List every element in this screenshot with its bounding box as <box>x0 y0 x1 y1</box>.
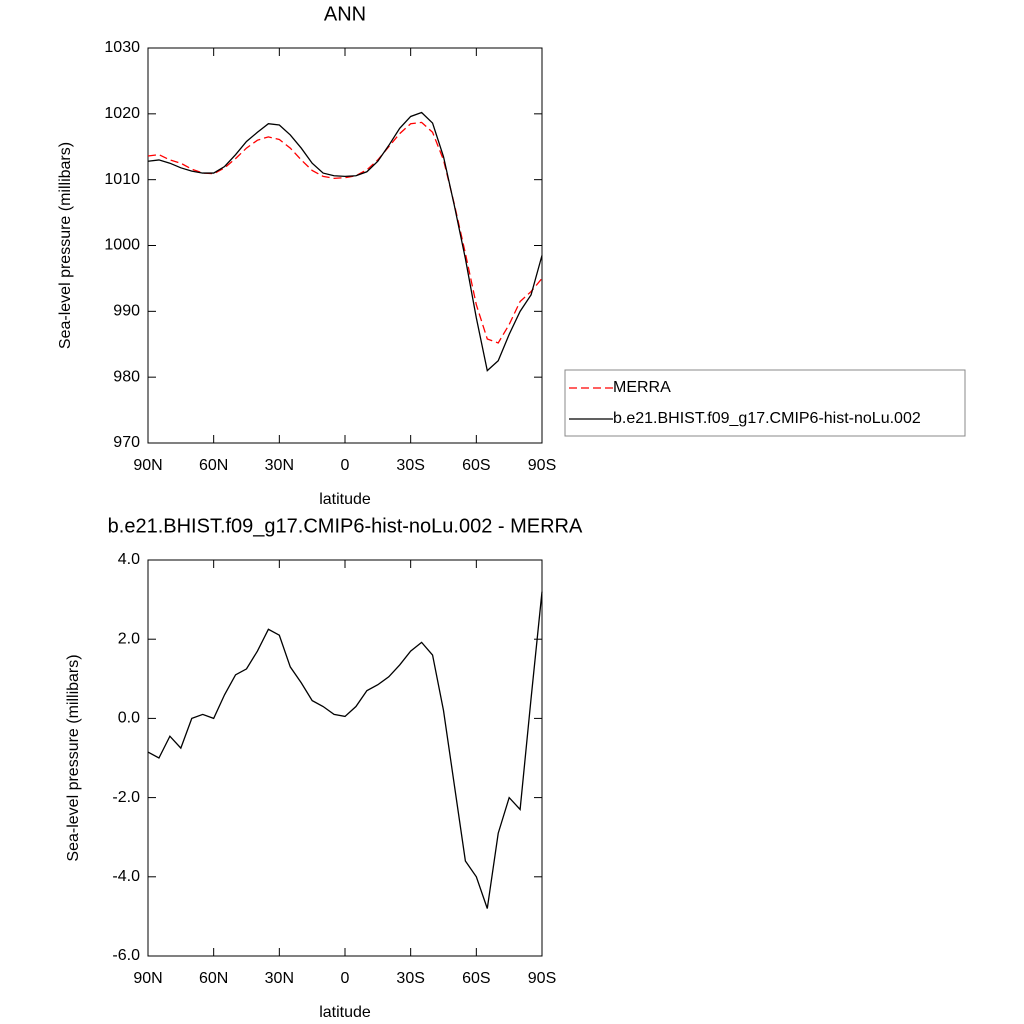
y-tick-label: 970 <box>113 434 140 451</box>
y-tick-label: 1000 <box>104 237 140 254</box>
x-axis-label: latitude <box>319 491 371 508</box>
y-tick-label: 0.0 <box>118 710 140 727</box>
y-tick-label: 1020 <box>104 105 140 122</box>
x-tick-label: 30S <box>396 457 424 474</box>
chart-title: b.e21.BHIST.f09_g17.CMIP6-hist-noLu.002 … <box>108 515 583 537</box>
data-line <box>147 111 543 372</box>
x-tick-label: 90S <box>528 457 556 474</box>
x-tick-label: 60N <box>199 457 228 474</box>
legend-label: b.e21.BHIST.f09_g17.CMIP6-hist-noLu.002 <box>613 410 921 427</box>
x-tick-label: 30N <box>265 970 294 987</box>
y-tick-label: 4.0 <box>118 551 140 568</box>
x-tick-label: 60N <box>199 970 228 987</box>
y-tick-label: 990 <box>113 303 140 320</box>
data-line <box>147 121 543 344</box>
y-tick-label: -4.0 <box>112 868 140 885</box>
x-tick-label: 30N <box>265 457 294 474</box>
y-tick-label: -2.0 <box>112 789 140 806</box>
data-line <box>147 591 543 909</box>
x-tick-label: 90N <box>133 457 162 474</box>
x-tick-label: 60S <box>462 457 490 474</box>
x-tick-label: 90S <box>528 970 556 987</box>
x-tick-label: 30S <box>396 970 424 987</box>
y-tick-label: 1010 <box>104 171 140 188</box>
chart-title: ANN <box>324 3 366 25</box>
y-tick-label: 2.0 <box>118 630 140 647</box>
y-tick-label: -6.0 <box>112 947 140 964</box>
legend-box <box>564 369 966 437</box>
plot-frame <box>147 47 543 444</box>
x-tick-label: 0 <box>341 970 350 987</box>
x-tick-label: 90N <box>133 970 162 987</box>
y-tick-label: 980 <box>113 368 140 385</box>
legend-label: MERRA <box>613 379 671 396</box>
x-tick-label: 60S <box>462 970 490 987</box>
y-axis-label: Sea-level pressure (millibars) <box>65 654 82 861</box>
y-axis-label: Sea-level pressure (millibars) <box>57 142 74 349</box>
y-tick-label: 1030 <box>104 39 140 56</box>
x-axis-label: latitude <box>319 1004 371 1021</box>
x-tick-label: 0 <box>341 457 350 474</box>
